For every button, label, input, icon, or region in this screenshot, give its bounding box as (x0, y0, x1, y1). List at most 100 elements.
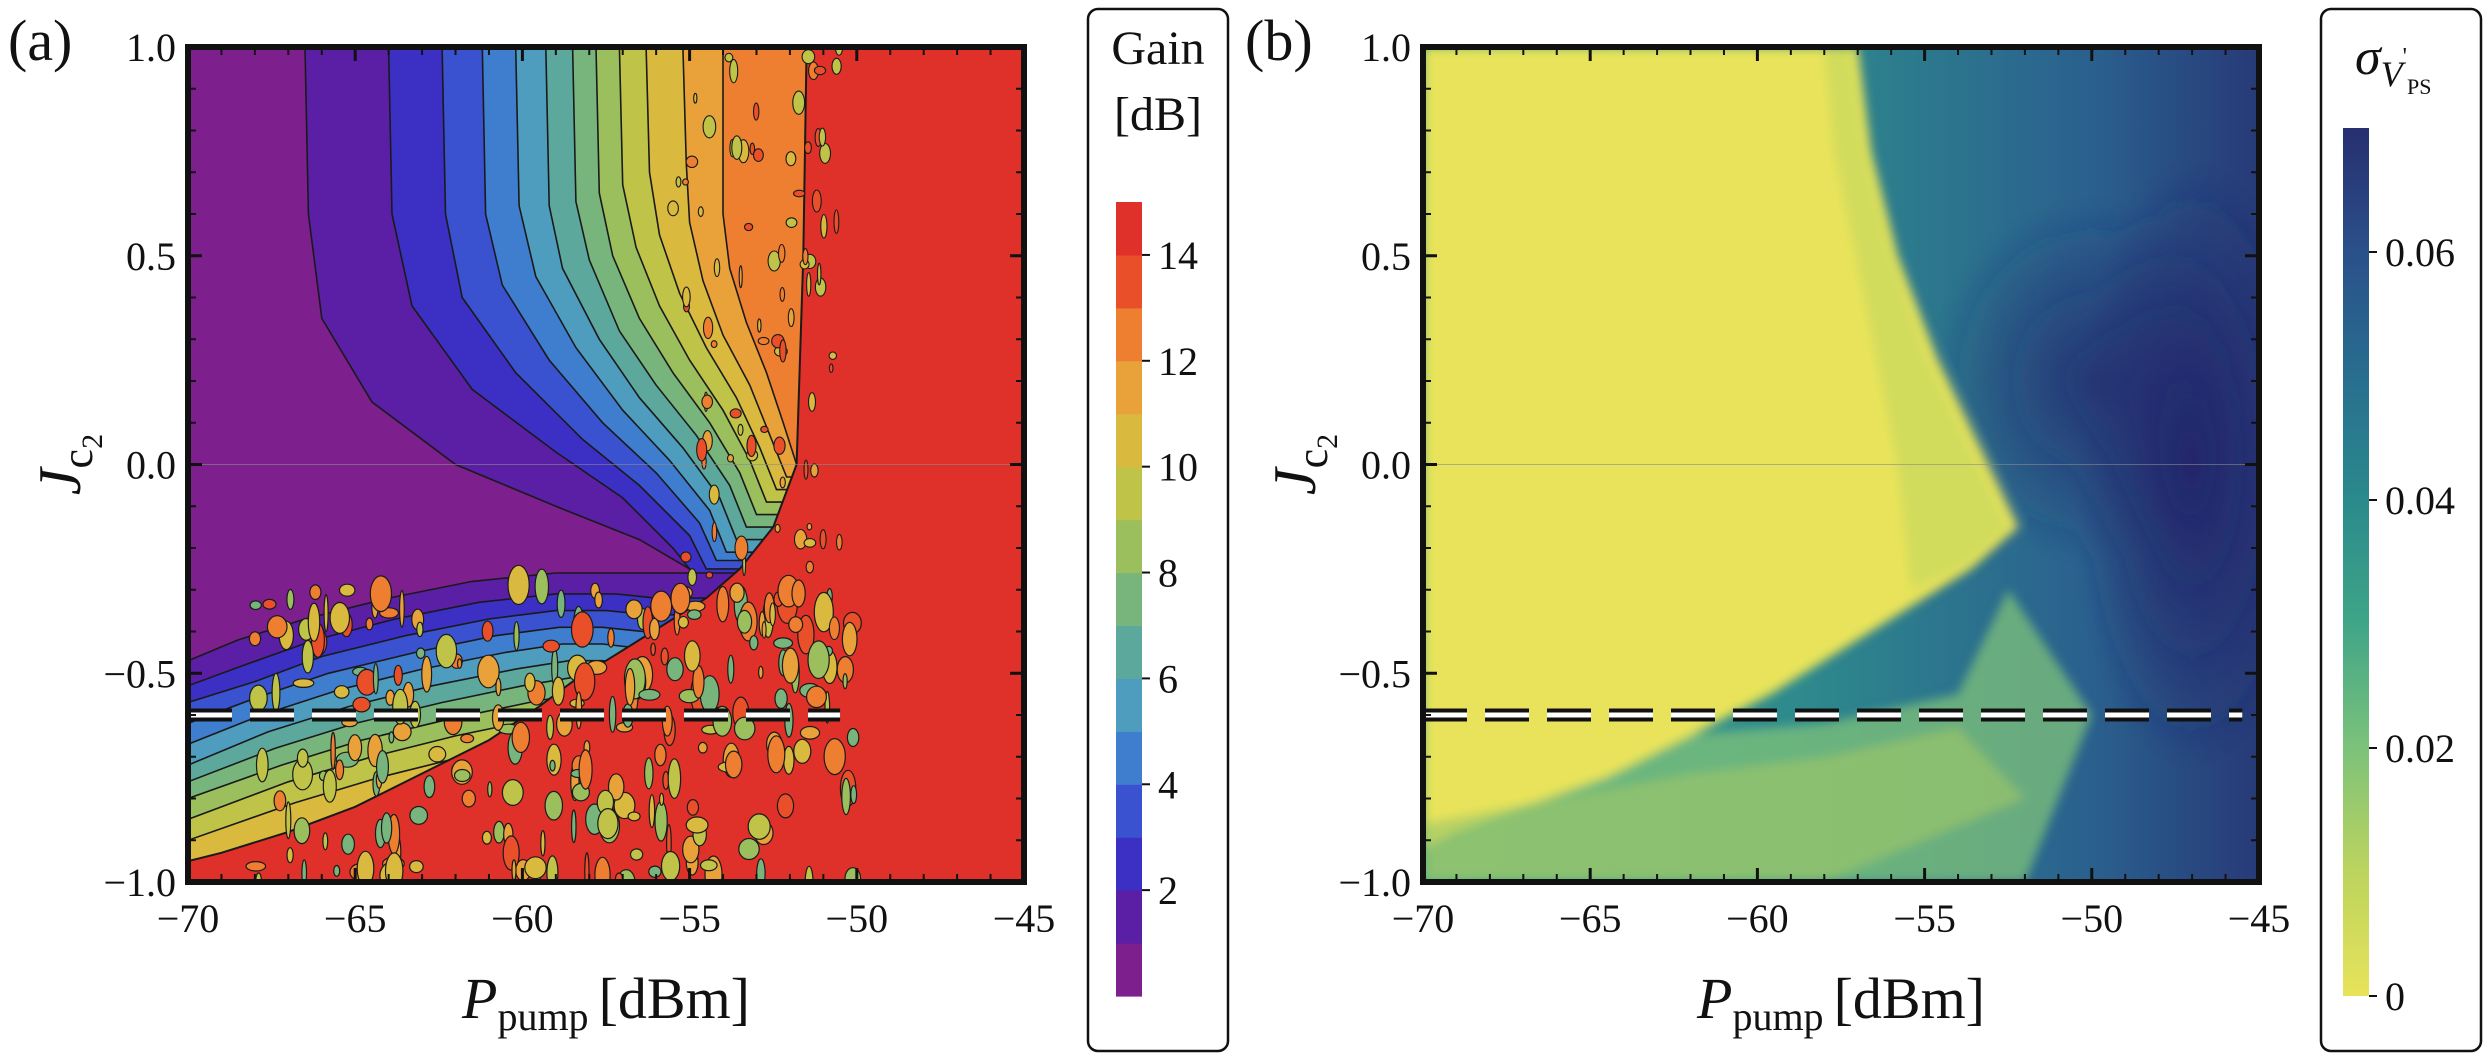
noise-blob (625, 599, 643, 620)
noise-blob (380, 812, 393, 844)
noise-blob (335, 759, 345, 781)
panel-label-a: (a) (8, 8, 72, 73)
x-tick-label: −70 (1392, 896, 1455, 941)
noise-blob (329, 601, 351, 634)
y-axis-label-subsub: 2 (76, 434, 109, 449)
noise-blob (551, 676, 565, 706)
noise-blob (736, 609, 753, 634)
noise-blob (850, 785, 858, 805)
noise-blob (816, 262, 822, 286)
noise-blob (733, 716, 756, 741)
y-axis-label-subsub: 2 (1311, 434, 1344, 449)
noise-blob (683, 640, 701, 672)
noise-blob (658, 792, 665, 806)
y-tick-label: 0.0 (126, 443, 176, 488)
noise-blob (266, 615, 288, 639)
noise-blob (708, 484, 720, 505)
noise-blob (667, 200, 679, 217)
noise-blob (271, 672, 281, 713)
noise-blob (549, 759, 556, 772)
noise-blob (648, 865, 662, 878)
noise-blob (460, 733, 475, 744)
noise-blob (792, 90, 806, 115)
noise-blob (687, 568, 698, 586)
noise-blob (675, 176, 682, 188)
colorbar-b-gradient (2343, 128, 2369, 996)
noise-blob (507, 564, 530, 606)
noise-blob (757, 336, 770, 346)
colorbar-b-title-sub: V (2381, 54, 2407, 94)
colorbar-b-tick-label: 0.06 (2385, 230, 2455, 275)
noise-blob (654, 800, 668, 842)
y-axis-label-main: J (1262, 466, 1328, 495)
noise-blob (833, 209, 840, 234)
noise-blob (584, 852, 590, 882)
noise-blob (654, 743, 667, 767)
x-tick-label: −55 (1893, 896, 1956, 941)
noise-blob (693, 92, 698, 104)
noise-blob (727, 654, 735, 684)
noise-blob (686, 799, 700, 816)
noise-blob (372, 663, 379, 695)
noise-blob (743, 222, 754, 232)
noise-blob (456, 658, 463, 669)
noise-blob (702, 115, 717, 139)
colorbar-a-unit: [dB] (1114, 88, 1202, 141)
noise-blob (570, 611, 594, 648)
colorbar-b-tick-label: 0.02 (2385, 726, 2455, 771)
x-axis-label: Ppump [dBm] (461, 966, 750, 1039)
colorbar-a-swatch (1116, 466, 1142, 521)
colorbar-a-tick-label: 14 (1158, 233, 1198, 278)
noise-blob (333, 864, 341, 877)
x-axis-label-unit: [dBm] (1834, 966, 1985, 1031)
noise-blob (757, 665, 764, 679)
noise-blob (726, 454, 735, 463)
colorbar-a-swatch (1116, 360, 1142, 415)
x-axis-label-sub: pump (1732, 994, 1823, 1039)
colorbar-a: Gain [dB] 2 4 6 8 10 12 14 (1086, 7, 1230, 1053)
panel-a: −70 −65 −60 −55 −50 −45 1.0 0.5 0.0 −0.5 −1.0 Ppump… (27, 7, 1230, 1053)
x-tick-label: −50 (826, 896, 889, 941)
noise-blob (435, 633, 458, 669)
x-tick-label: −45 (2228, 896, 2291, 941)
noise-blob (779, 286, 786, 302)
colorbar-a-swatch (1116, 202, 1142, 256)
noise-blob (767, 735, 786, 774)
noise-blob (607, 628, 615, 648)
noise-blob (648, 794, 656, 829)
colorbar-a-swatch (1116, 678, 1142, 732)
noise-blob (544, 790, 564, 821)
noise-blob (846, 727, 860, 748)
noise-blob (487, 781, 493, 798)
y-axis-label: Jc2 (27, 434, 109, 495)
noise-blob (756, 858, 766, 882)
noise-blob (835, 533, 843, 551)
noise-blob (670, 582, 691, 615)
noise-blob (352, 696, 371, 713)
noise-blob (453, 768, 471, 783)
noise-blob (805, 560, 815, 574)
noise-blob (578, 749, 593, 790)
x-tick-label: −45 (993, 896, 1056, 941)
noise-blob (785, 217, 798, 228)
noise-blob (650, 590, 673, 622)
noise-blob (806, 522, 813, 531)
noise-blob (685, 155, 699, 169)
x-tick-label: −55 (658, 896, 721, 941)
noise-blob (307, 602, 321, 642)
noise-blob (511, 721, 531, 754)
x-tick-label: −50 (2061, 896, 2124, 941)
colorbar-b-title-main: σ (2355, 29, 2383, 86)
noise-blob (811, 189, 822, 213)
y-tick-label: −0.5 (103, 651, 176, 696)
noise-blob (502, 835, 520, 871)
noise-blob (685, 816, 709, 834)
noise-blob (423, 775, 436, 799)
noise-blob (285, 801, 292, 840)
colorbar-a-swatch (1116, 943, 1142, 997)
noise-blob (333, 685, 350, 699)
x-tick-label: −60 (1726, 896, 1789, 941)
noise-blob (376, 749, 390, 784)
noise-blob (734, 535, 749, 561)
noise-blob (365, 617, 374, 631)
